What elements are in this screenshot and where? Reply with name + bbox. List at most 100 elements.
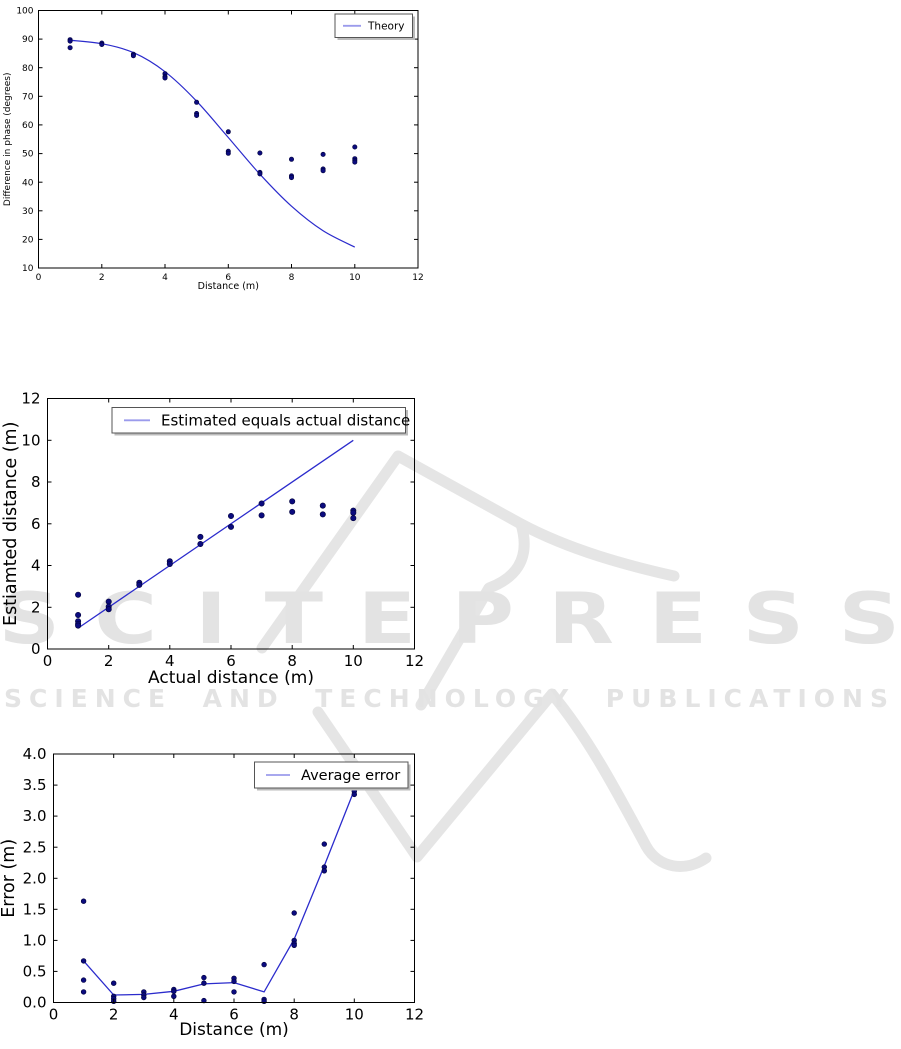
watermark-brand-letter: S: [0, 578, 60, 660]
data-point: [321, 841, 327, 847]
watermark-tagline-word: AND: [202, 684, 285, 713]
y-tick-label: 80: [22, 64, 34, 74]
data-point: [67, 45, 73, 51]
data-point: [80, 898, 87, 904]
data-point: [288, 156, 294, 162]
x-tick-label: 4: [169, 1006, 179, 1024]
data-point: [201, 980, 207, 986]
data-point: [228, 512, 235, 519]
y-axis-label: Error (m): [0, 839, 19, 918]
data-line: [77, 439, 354, 629]
y-tick-label: 8: [31, 473, 41, 491]
data-point: [99, 41, 105, 47]
data-point: [141, 994, 147, 1001]
legend-label: Theory: [367, 20, 404, 32]
y-tick-label: 0.5: [23, 963, 47, 981]
data-point: [194, 113, 200, 119]
data-point: [350, 509, 357, 516]
plot-border: [53, 753, 415, 1003]
y-axis-label: Difference in phase (degrees): [3, 73, 13, 207]
x-tick-label: 10: [344, 652, 363, 670]
watermark-tagline-word: PUBLICATIONS: [605, 684, 895, 713]
y-tick-label: 1.0: [23, 932, 47, 950]
data-point: [171, 988, 177, 994]
watermark-tagline-word: TECHNOLOGY: [315, 684, 576, 713]
data-point: [258, 512, 265, 519]
data-point: [289, 508, 296, 515]
y-tick-label: 4: [31, 557, 41, 575]
x-tick-label: 2: [99, 273, 105, 283]
data-point: [67, 38, 73, 44]
x-tick-label: 12: [412, 273, 423, 283]
watermark-brand-letter: R: [548, 578, 615, 660]
x-axis-label: Distance (m): [198, 281, 259, 292]
watermark-brand-letter: P: [451, 578, 515, 660]
y-tick-label: 30: [22, 207, 34, 217]
data-point: [171, 993, 177, 999]
data-point: [231, 989, 237, 995]
legend: Theory: [334, 13, 415, 40]
y-tick-label: 3.5: [23, 776, 47, 794]
plot-border: [38, 10, 419, 269]
data-point: [261, 961, 267, 968]
data-point: [228, 523, 235, 530]
data-line: [70, 39, 356, 248]
data-point: [319, 511, 326, 518]
data-point: [201, 974, 207, 981]
x-tick-label: 6: [229, 1006, 239, 1024]
watermark-tagline-text: SCIENCE AND TECHNOLOGY PUBLICATIONS: [4, 686, 895, 711]
legend-label: Average error: [301, 768, 400, 784]
y-tick-label: 3.0: [23, 807, 47, 825]
data-point: [320, 168, 326, 174]
data-point: [320, 151, 326, 157]
x-tick-label: 2: [104, 652, 114, 670]
data-point: [225, 129, 231, 135]
data-point: [257, 171, 263, 177]
watermark-brand-letter: S: [838, 578, 901, 660]
x-tick-label: 0: [49, 1006, 59, 1024]
legend-box: [334, 13, 413, 38]
y-tick-label: 0.0: [23, 994, 47, 1012]
x-tick-label: 6: [225, 273, 231, 283]
data-point: [75, 611, 82, 618]
data-point: [75, 622, 82, 629]
data-point: [80, 977, 87, 983]
y-tick-label: 2: [31, 598, 41, 616]
x-tick-label: 10: [349, 273, 361, 283]
x-tick-label: 4: [162, 273, 168, 283]
data-point: [257, 150, 263, 156]
data-point: [166, 560, 173, 567]
y-tick-label: 40: [22, 178, 34, 188]
data-point: [105, 606, 112, 613]
y-tick-label: 60: [22, 121, 34, 131]
x-tick-label: 0: [36, 273, 42, 283]
data-point: [291, 942, 297, 948]
y-tick-label: 20: [22, 235, 34, 245]
x-tick-label: 2: [109, 1006, 119, 1024]
swoosh-spine: [415, 518, 530, 711]
data-point: [194, 99, 200, 105]
x-tick-label: 8: [289, 1006, 299, 1024]
data-point: [231, 978, 237, 985]
data-point: [130, 53, 136, 59]
y-tick-label: 2.0: [23, 869, 47, 887]
data-point: [80, 989, 87, 995]
x-tick-label: 6: [226, 652, 236, 670]
x-axis-label: Actual distance (m): [148, 668, 314, 688]
data-point: [197, 540, 204, 547]
y-tick-label: 12: [21, 390, 40, 408]
y-tick-label: 1.5: [23, 900, 47, 918]
data-point: [225, 150, 231, 156]
data-point: [321, 868, 327, 874]
chart-2: 0 2 4 6 8 10 12 0 2 4 6 8 10 12 Actual distance (m) Est…: [1, 390, 424, 688]
data-point: [162, 75, 168, 81]
x-tick-label: 0: [43, 652, 53, 670]
x-tick-label: 12: [405, 1006, 424, 1024]
data-point: [350, 515, 357, 522]
legend: Estimated equals actual distance: [111, 407, 410, 436]
legend-box: [111, 407, 406, 434]
watermark-brand-letter: S: [742, 578, 805, 660]
